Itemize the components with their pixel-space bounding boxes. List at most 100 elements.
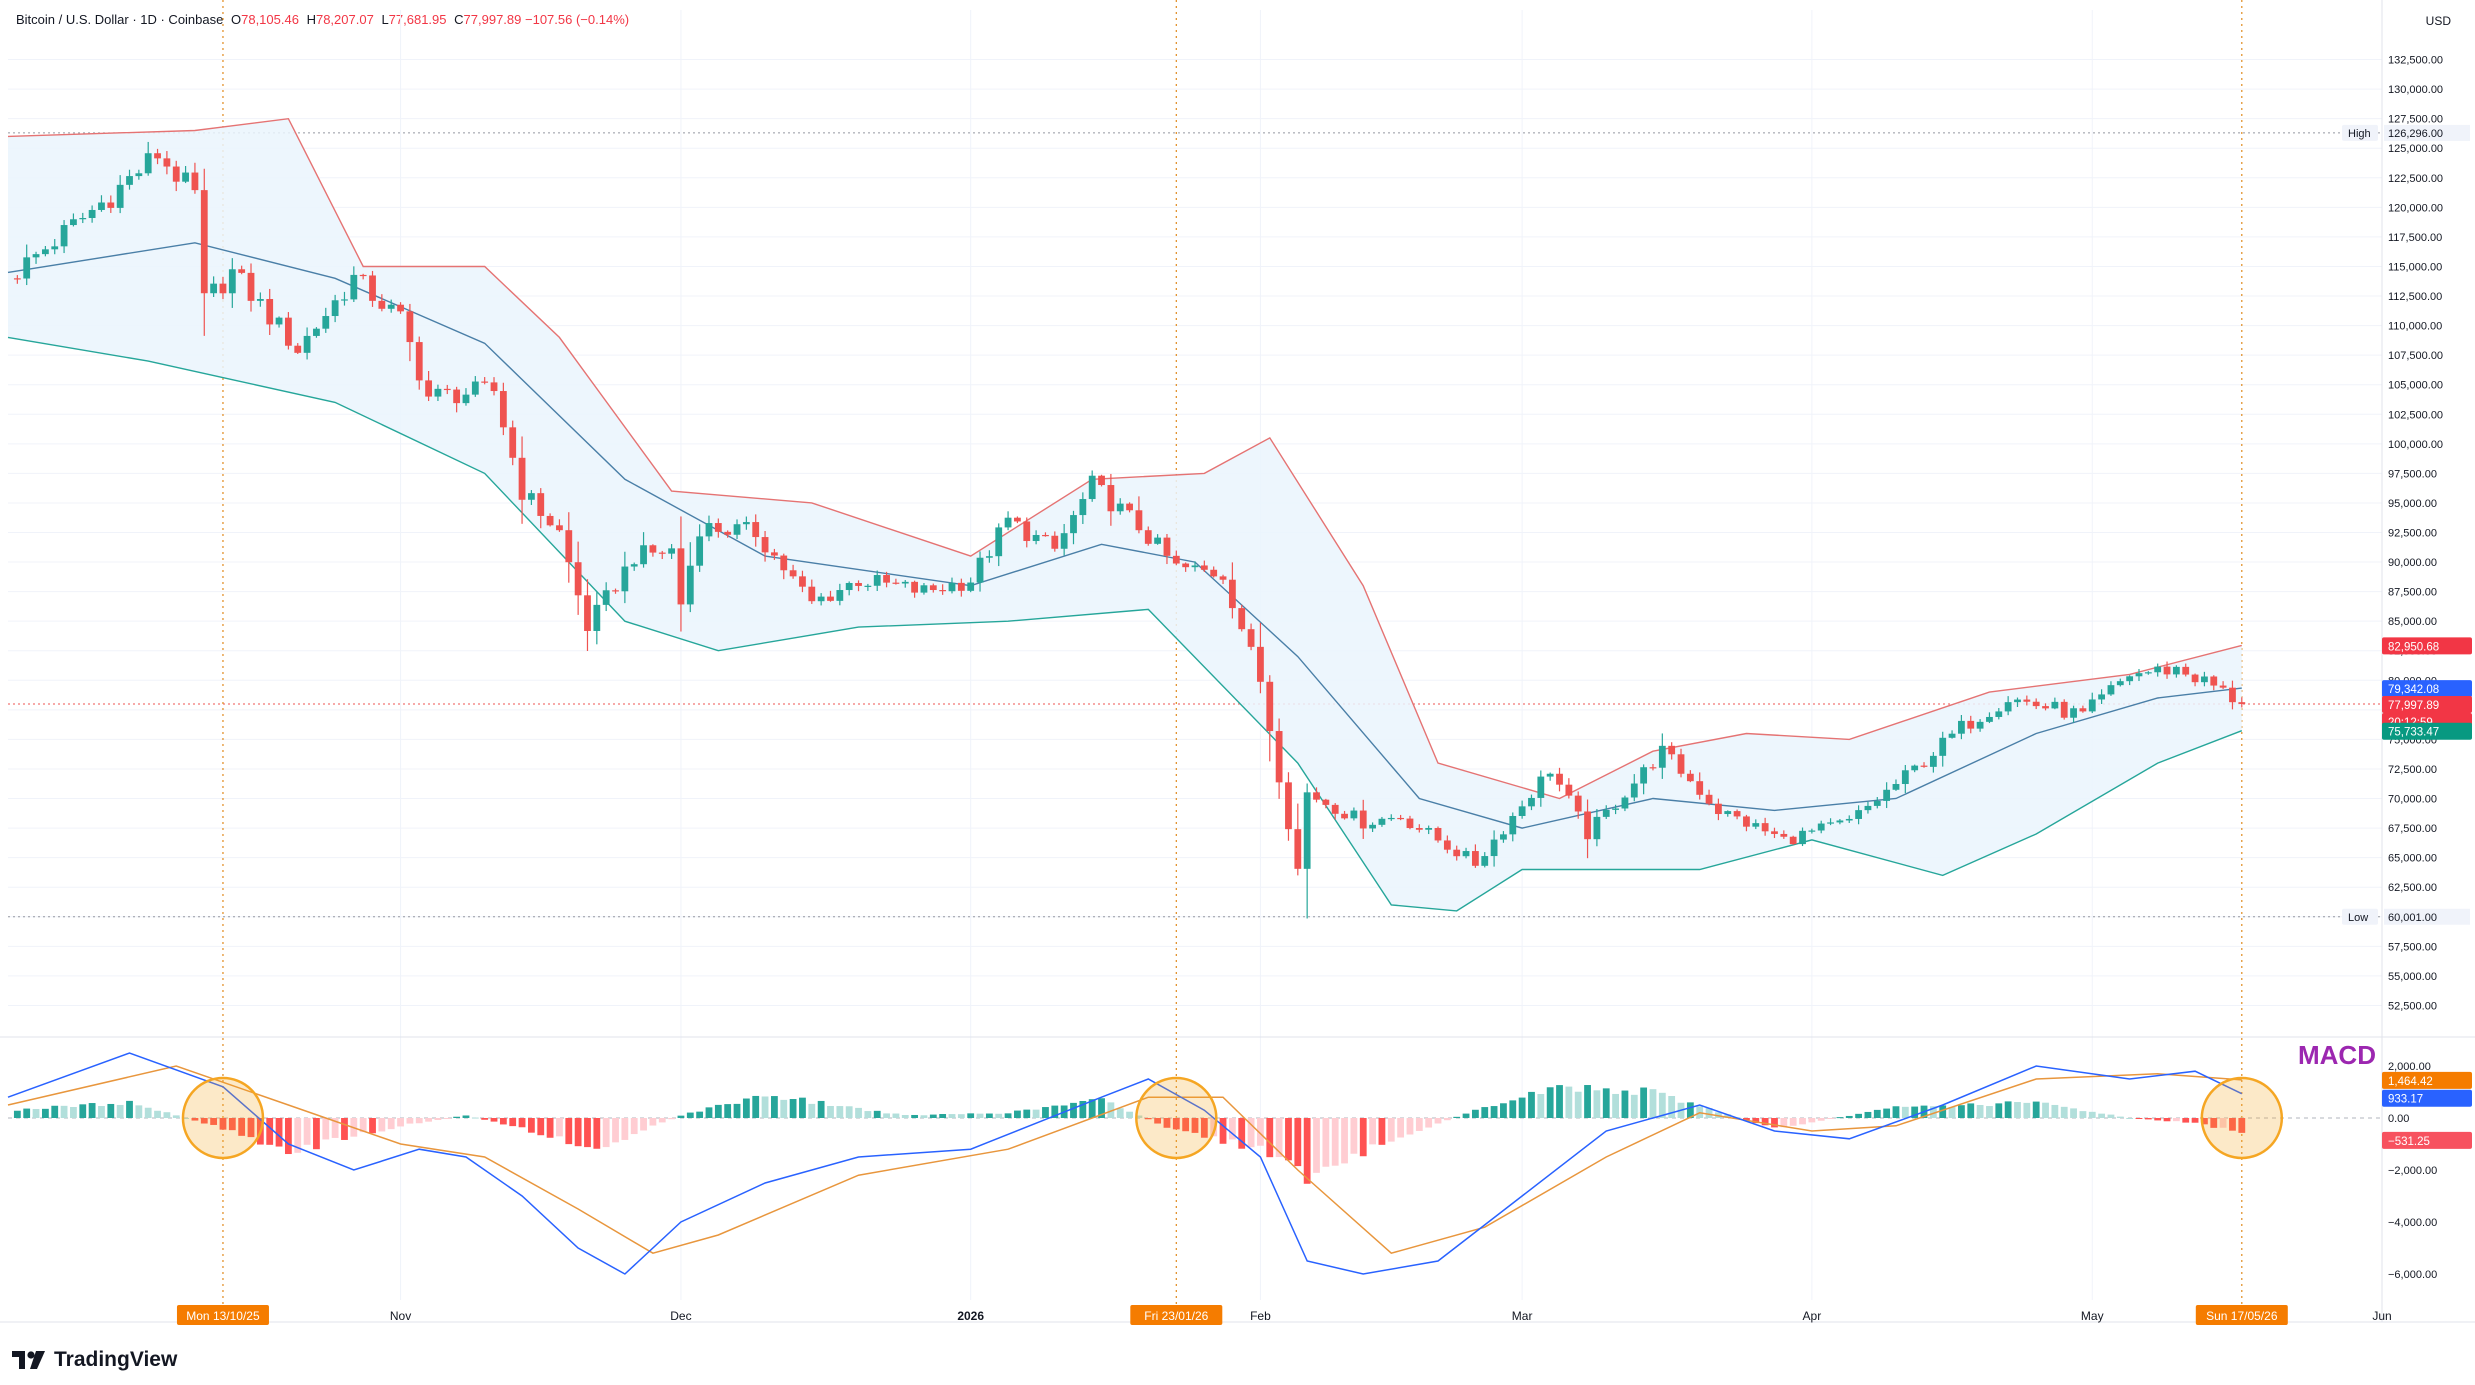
candle — [2070, 705, 2077, 723]
time-tick-label: 2026 — [957, 1309, 984, 1323]
candle-body — [2210, 676, 2218, 686]
candle-body — [1070, 515, 1077, 534]
macd-histogram-bar — [1415, 1118, 1423, 1131]
macd-histogram-bar — [434, 1118, 442, 1120]
candle-body — [509, 427, 517, 458]
candle — [70, 213, 77, 227]
bollinger-lower-value-tag: 75,733.47 — [2388, 727, 2439, 739]
macd-histogram-bar — [2126, 1118, 2134, 1119]
candle — [2051, 697, 2059, 710]
candle-body — [1350, 810, 1358, 819]
macd-histogram-bar — [1350, 1118, 1358, 1154]
candle — [2238, 697, 2246, 708]
macd-histogram-bar — [752, 1095, 760, 1118]
macd-histogram-bar — [1070, 1102, 1077, 1118]
candle-body — [901, 581, 909, 584]
candle — [1518, 800, 1526, 819]
macd-histogram-bar — [1434, 1118, 1442, 1124]
candle — [322, 307, 330, 333]
tradingview-logo[interactable]: TradingView — [12, 1348, 177, 1372]
candle — [658, 550, 666, 560]
candle — [1845, 815, 1853, 823]
macd-histogram-bar — [247, 1118, 255, 1138]
macd-histogram-bar — [2116, 1116, 2124, 1118]
candle-body — [1266, 681, 1274, 732]
low-value-label: 60,001.00 — [2388, 912, 2437, 924]
candle-body — [2182, 666, 2190, 675]
candle — [2023, 695, 2031, 706]
candle — [1995, 708, 2003, 720]
candle — [1584, 799, 1591, 859]
candle — [331, 294, 339, 323]
candle-body — [1135, 510, 1143, 531]
macd-histogram-bar — [2042, 1102, 2049, 1118]
candle-body — [780, 555, 788, 571]
macd-histogram-bar — [1901, 1106, 1909, 1118]
candle — [32, 251, 40, 264]
candle-body — [1481, 856, 1489, 866]
candle-body — [845, 582, 853, 591]
candle-body — [1799, 830, 1806, 845]
candle — [1958, 714, 1965, 740]
macd-histogram-bar — [275, 1118, 283, 1147]
candle — [1864, 801, 1872, 814]
candle — [1724, 810, 1732, 817]
candle-body — [1359, 810, 1367, 829]
candle — [2098, 689, 2106, 705]
candle-body — [331, 300, 339, 317]
candle-body — [976, 557, 984, 583]
candle-body — [434, 388, 442, 397]
macd-histogram-bar — [2014, 1102, 2021, 1118]
candle-body — [256, 298, 264, 301]
macd-histogram-bar — [2070, 1108, 2077, 1118]
ohlc-readout: O78,105.46 H78,207.07 L77,681.95 C77,997… — [227, 12, 629, 27]
macd-annotation: MACD — [2298, 1040, 2376, 1070]
candle-body — [883, 575, 890, 583]
macd-histogram-bar — [369, 1118, 376, 1134]
macd-histogram-bar — [1574, 1091, 1582, 1118]
macd-histogram-bar — [331, 1118, 339, 1138]
candle-body — [1967, 720, 1975, 729]
candle-body — [1406, 818, 1414, 829]
candle-body — [1490, 839, 1498, 857]
candle — [1303, 783, 1311, 919]
macd-tick-label: −4,000.00 — [2388, 1217, 2437, 1229]
price-tick-label: 97,500.00 — [2388, 468, 2437, 480]
low-value-bg — [2384, 908, 2470, 925]
candle-body — [612, 590, 619, 592]
candle — [1612, 804, 1619, 815]
candle — [817, 593, 825, 606]
candle-body — [2126, 676, 2134, 682]
candle — [2229, 680, 2236, 710]
candle-body — [275, 317, 283, 325]
candle — [565, 512, 573, 583]
candle — [1593, 809, 1601, 847]
candle — [1228, 562, 1236, 619]
macd-histogram-bar — [668, 1118, 675, 1120]
candle — [546, 513, 554, 527]
candle-body — [836, 590, 844, 601]
candle — [13, 275, 21, 284]
candle-body — [1219, 576, 1227, 580]
macd-tick-label: 2,000.00 — [2388, 1061, 2431, 1073]
candle — [2014, 697, 2021, 708]
macd-histogram-bar — [1640, 1087, 1648, 1118]
candle-body — [1079, 499, 1087, 516]
currency-label[interactable]: USD — [2425, 14, 2451, 28]
time-tick-label: Feb — [1250, 1309, 1271, 1323]
candle-body — [556, 525, 563, 531]
macd-histogram-bar — [163, 1112, 171, 1118]
macd-histogram-bar — [13, 1110, 21, 1118]
macd-histogram-bar — [135, 1105, 143, 1118]
candle — [911, 580, 919, 598]
candle-body — [135, 173, 143, 177]
macd-histogram-bar — [2210, 1118, 2218, 1128]
macd-histogram-bar — [415, 1118, 423, 1124]
candle — [1827, 818, 1834, 826]
price-tick-label: 115,000.00 — [2388, 261, 2442, 273]
candle — [1191, 561, 1199, 572]
candle — [1948, 730, 1956, 739]
candle — [799, 570, 806, 593]
macd-histogram-bar — [378, 1118, 386, 1132]
